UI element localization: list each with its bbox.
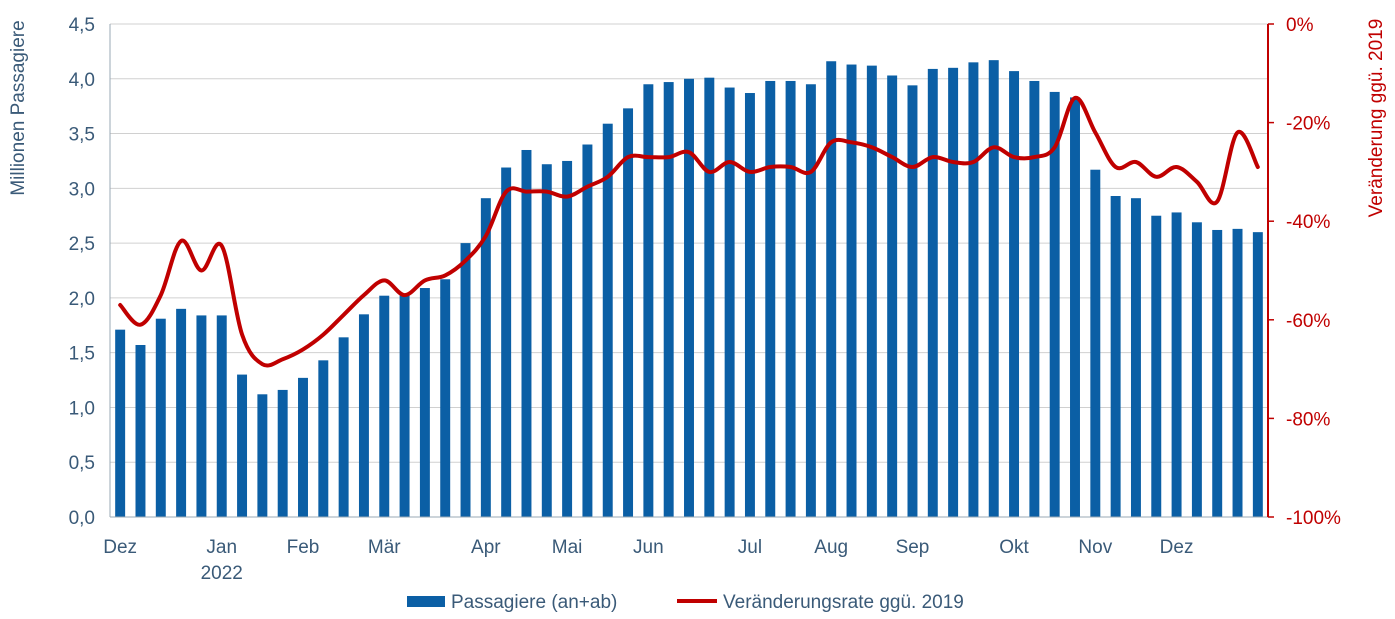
legend: Passagiere (an+ab) Veränderungsrate ggü.… bbox=[407, 592, 964, 613]
legend-line-label: Veränderungsrate ggü. 2019 bbox=[723, 592, 964, 613]
y2-tick-label: 0% bbox=[1286, 15, 1314, 36]
y-tick-label: 3,0 bbox=[69, 179, 95, 200]
bar bbox=[1090, 169, 1101, 517]
bar bbox=[216, 315, 227, 517]
bar bbox=[684, 78, 694, 518]
bar bbox=[358, 314, 369, 517]
bar bbox=[440, 279, 451, 517]
bar bbox=[1130, 198, 1141, 517]
legend-bar-swatch bbox=[407, 596, 445, 607]
bar bbox=[887, 75, 898, 517]
bar bbox=[744, 93, 755, 518]
y-tick-label: 0,5 bbox=[69, 453, 95, 474]
bar bbox=[602, 123, 613, 517]
bar bbox=[135, 344, 146, 517]
x-tick-label: Feb bbox=[287, 537, 320, 558]
bar bbox=[826, 61, 837, 517]
bar bbox=[785, 80, 796, 518]
x-tick-label: Dez bbox=[1160, 537, 1194, 558]
bar bbox=[562, 160, 573, 517]
bar bbox=[582, 144, 593, 517]
bar bbox=[176, 308, 187, 517]
bar bbox=[318, 360, 329, 517]
x-tick-label: Mai bbox=[552, 537, 583, 558]
x-tick-label: Jul bbox=[738, 537, 762, 558]
y-tick-label: 2,0 bbox=[69, 289, 95, 310]
x-tick-label: Mär bbox=[368, 537, 401, 558]
bar bbox=[1171, 212, 1182, 518]
bar bbox=[1252, 232, 1263, 517]
bar bbox=[1191, 222, 1202, 517]
bar bbox=[298, 377, 308, 517]
bar bbox=[196, 315, 207, 517]
bar bbox=[1009, 71, 1020, 517]
bar bbox=[927, 68, 938, 517]
axes bbox=[109, 23, 1274, 518]
bar bbox=[338, 337, 349, 517]
bar bbox=[419, 288, 430, 517]
y-tick-label: 0,0 bbox=[69, 508, 95, 529]
y-tick-label: 4,0 bbox=[69, 70, 95, 91]
bar bbox=[907, 85, 918, 518]
y-tick-label: 2,5 bbox=[69, 234, 95, 255]
x-tick-label: Apr bbox=[471, 537, 501, 558]
bar bbox=[460, 243, 471, 517]
bar bbox=[765, 80, 776, 518]
bar bbox=[237, 374, 248, 517]
bar bbox=[948, 67, 959, 518]
bar bbox=[521, 149, 532, 517]
tick-labels: 0,0 0,5 1,0 1,5 2,0 2,5 3,0 3,5 4,0 4,5 -100% -80% -… bbox=[69, 15, 1341, 584]
bar bbox=[1070, 97, 1080, 517]
x-tick-label: Nov bbox=[1078, 537, 1112, 558]
y-tick-label: 3,5 bbox=[69, 125, 95, 146]
bar bbox=[277, 389, 288, 517]
bar bbox=[1029, 80, 1040, 518]
x-tick-label: Jun bbox=[633, 537, 664, 558]
passenger-bars bbox=[115, 60, 1263, 518]
y2-tick-label: -80% bbox=[1286, 409, 1330, 430]
bar bbox=[846, 64, 857, 517]
bar bbox=[541, 164, 552, 517]
x-tick-label: Okt bbox=[999, 537, 1029, 558]
right-axis-title: Veränderung ggü. 2019 bbox=[1366, 19, 1387, 218]
bar bbox=[866, 65, 877, 518]
x-tick-label: Jan bbox=[206, 537, 237, 558]
bar bbox=[257, 394, 268, 517]
y-tick-label: 1,0 bbox=[69, 398, 95, 419]
bar bbox=[1232, 228, 1243, 517]
bar bbox=[968, 62, 979, 517]
bar bbox=[115, 329, 126, 517]
bar bbox=[805, 84, 816, 517]
y2-tick-label: -20% bbox=[1286, 114, 1330, 135]
bar bbox=[704, 77, 715, 517]
bar bbox=[988, 60, 999, 518]
x-tick-label: Dez bbox=[103, 537, 137, 558]
bar bbox=[1110, 196, 1121, 517]
bar bbox=[643, 84, 654, 517]
bar bbox=[623, 108, 634, 517]
y-tick-label: 4,5 bbox=[69, 15, 95, 36]
bar bbox=[1151, 215, 1162, 517]
y-tick-label: 1,5 bbox=[69, 344, 95, 365]
change-rate-line-group bbox=[118, 95, 1260, 368]
bar bbox=[379, 295, 390, 517]
y2-tick-label: -40% bbox=[1286, 212, 1330, 233]
bar bbox=[724, 87, 735, 517]
bar bbox=[480, 198, 491, 517]
y2-tick-label: -60% bbox=[1286, 311, 1330, 332]
x-tick-label: Sep bbox=[896, 537, 930, 558]
bar bbox=[155, 318, 166, 517]
x-tick-label: Aug bbox=[814, 537, 848, 558]
left-axis-title: Millionen Passagiere bbox=[8, 20, 29, 195]
bar bbox=[501, 167, 512, 518]
y2-tick-label: -100% bbox=[1286, 508, 1341, 529]
bar bbox=[399, 293, 410, 517]
bar bbox=[663, 82, 674, 517]
x-year-label: 2022 bbox=[201, 563, 243, 584]
bar bbox=[1049, 91, 1060, 518]
legend-bar-label: Passagiere (an+ab) bbox=[451, 592, 617, 613]
change-rate-line bbox=[118, 95, 1260, 368]
bar bbox=[1212, 229, 1223, 517]
